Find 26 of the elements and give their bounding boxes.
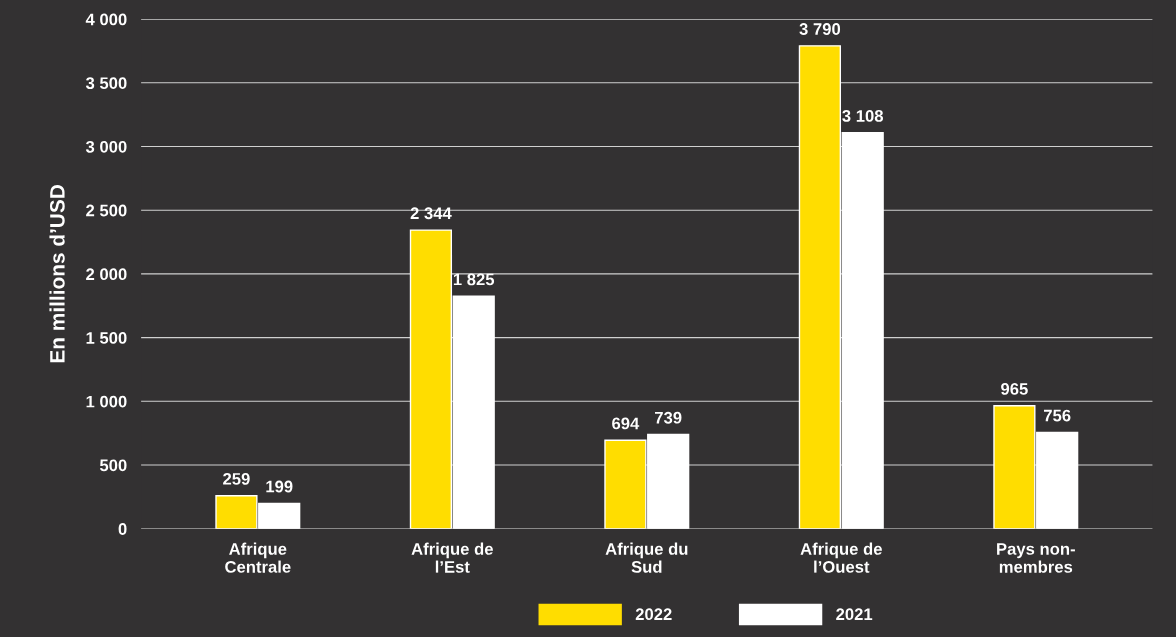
x-tick-label: Afrique de l’Est <box>411 542 493 573</box>
data-label: 3 108 <box>842 110 884 122</box>
y-axis-title: En millions d’USD <box>49 185 65 363</box>
y-tick-label: 500 <box>99 459 127 472</box>
data-label: 259 <box>223 472 250 485</box>
data-label: 965 <box>1001 383 1028 395</box>
x-tick-label: Afrique de l’Ouest <box>800 542 882 573</box>
data-label: 756 <box>1043 409 1071 422</box>
data-label: 199 <box>266 480 293 493</box>
legend-label: 2022 <box>635 608 672 621</box>
y-tick-label: 0 <box>118 523 127 535</box>
legend-label: 2021 <box>836 608 873 621</box>
y-tick-label: 3 500 <box>85 77 127 90</box>
y-tick-label: 2 500 <box>86 204 127 217</box>
data-label: 739 <box>655 411 682 424</box>
x-tick-label: Pays non- membres <box>997 543 1075 573</box>
data-label: 1 825 <box>453 273 495 286</box>
y-tick-label: 1 500 <box>86 332 127 344</box>
y-tick-label: 1 000 <box>86 395 127 408</box>
x-tick-label: Afrique Centrale <box>225 542 291 573</box>
x-tick-label: Afrique du Sud <box>605 542 688 573</box>
data-label: 3 790 <box>799 23 841 35</box>
y-tick-label: 2 000 <box>86 268 127 281</box>
y-tick-label: 4 000 <box>85 13 127 26</box>
data-label: 694 <box>612 417 640 430</box>
y-tick-label: 3 000 <box>85 140 127 153</box>
